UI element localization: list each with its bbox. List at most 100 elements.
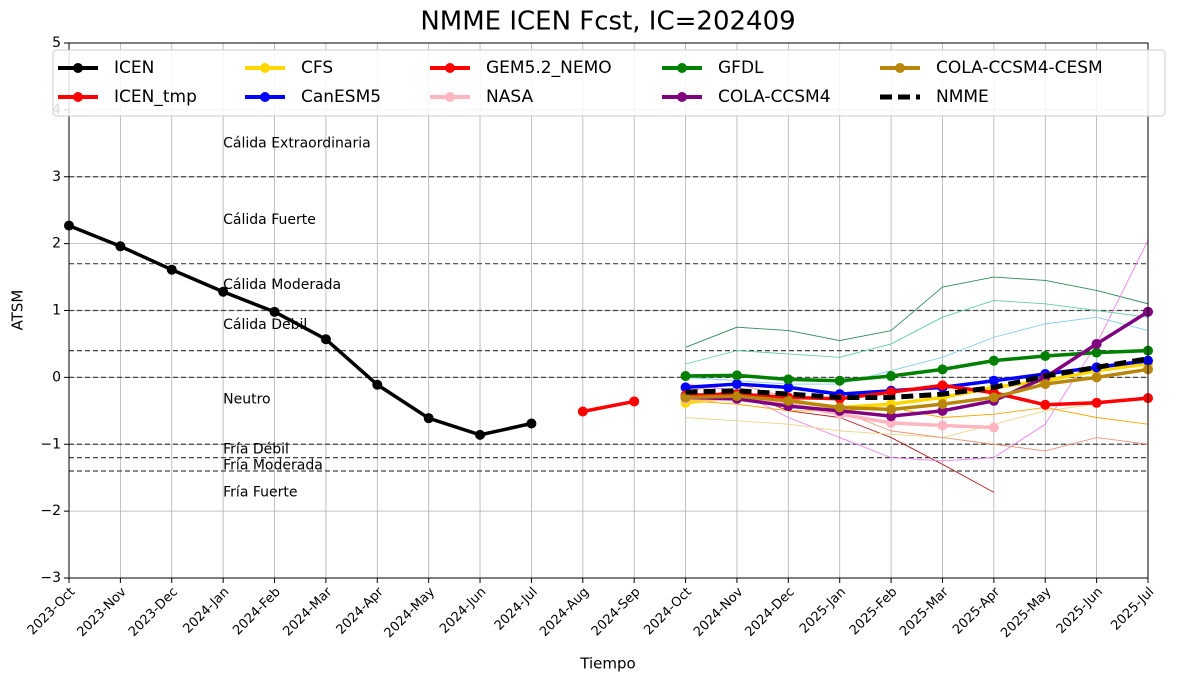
legend-label: NASA — [486, 87, 533, 107]
legend-marker — [445, 92, 455, 102]
legend-label: ICEN_tmp — [114, 87, 197, 107]
x-tick-label: 2025-Jun — [1054, 585, 1106, 637]
point — [680, 392, 691, 403]
chart-title: NMME ICEN Fcst, IC=202409 — [420, 7, 795, 37]
y-tick-label: 3 — [52, 169, 61, 185]
legend: ICEN ICEN_tmp CFS CanESM5 GEM5.2_NEMO NASA GFD… — [52, 49, 1166, 117]
point — [783, 374, 794, 385]
annotation: Fría Débil — [223, 442, 289, 458]
x-tick-label: 2024-Sep — [589, 585, 644, 640]
point — [988, 355, 999, 366]
series-line — [685, 276, 1149, 348]
annotation: Cálida Fuerte — [223, 212, 316, 228]
x-tick-label: 2024-Feb — [230, 585, 284, 639]
series-line — [685, 367, 1149, 412]
point — [1091, 338, 1102, 349]
x-tick-label: 2024-Oct — [641, 585, 694, 638]
x-tick-label: 2023-Nov — [74, 584, 129, 639]
point — [731, 370, 742, 381]
legend-label: CFS — [301, 58, 333, 78]
annotation: Cálida Moderada — [223, 277, 341, 293]
point — [526, 418, 537, 429]
legend-marker — [260, 63, 270, 73]
point — [988, 375, 999, 386]
annotation: Cálida Débil — [223, 317, 307, 333]
legend-label: GFDL — [718, 58, 764, 78]
series-line — [685, 396, 1149, 439]
point — [834, 402, 845, 413]
point — [886, 404, 897, 415]
point — [629, 396, 640, 407]
x-tick-label: 2025-Apr — [950, 584, 1003, 637]
x-tick-label: 2024-Dec — [743, 585, 798, 640]
legend-marker — [677, 92, 687, 102]
series-line — [685, 356, 1149, 400]
point — [577, 406, 588, 417]
x-axis-label: Tiempo — [579, 655, 635, 673]
legend-label: COLA-CCSM4 — [718, 87, 831, 107]
series-line — [685, 310, 1149, 418]
point — [372, 379, 383, 390]
series-line — [582, 399, 635, 414]
legend-marker — [260, 92, 270, 102]
annotation: Fría Fuerte — [223, 484, 297, 500]
y-tick-label: −3 — [40, 570, 61, 586]
legend-label: NMME — [936, 87, 989, 107]
series-line — [685, 316, 1149, 385]
point — [423, 413, 434, 424]
point — [886, 387, 897, 398]
x-tick-label: 2025-Jul — [1108, 585, 1157, 634]
point — [937, 420, 948, 431]
series-line — [685, 383, 1149, 407]
x-tick-label: 2024-Aug — [537, 585, 592, 640]
plot-frame — [68, 42, 1149, 579]
point — [1091, 347, 1102, 358]
point — [988, 392, 999, 403]
x-tick-label: 2024-Jul — [492, 585, 541, 634]
point — [731, 391, 742, 402]
point — [1040, 379, 1051, 390]
legend-marker — [895, 63, 905, 73]
legend-marker — [73, 92, 83, 102]
point — [1040, 399, 1051, 410]
x-tick-label: 2024-May — [382, 584, 439, 641]
point — [320, 334, 331, 345]
point — [269, 306, 280, 317]
series-line — [685, 300, 1149, 365]
y-tick-label: 1 — [52, 303, 61, 319]
x-tick-label: 2025-May — [998, 584, 1055, 641]
legend-label: GEM5.2_NEMO — [486, 58, 612, 78]
x-tick-label: 2024-Apr — [334, 584, 387, 637]
point — [1040, 350, 1051, 361]
legend-marker — [677, 63, 687, 73]
point — [475, 429, 486, 440]
legend-label: COLA-CCSM4-CESM — [936, 58, 1103, 78]
x-tick-label: 2024-Jan — [180, 585, 232, 637]
legend-marker — [445, 63, 455, 73]
x-tick-label: 2023-Oct — [25, 585, 78, 638]
point — [166, 264, 177, 275]
y-tick-label: 2 — [52, 236, 61, 252]
point — [218, 286, 229, 297]
series-line — [68, 223, 532, 437]
x-tick-label: 2025-Feb — [847, 585, 901, 639]
point — [783, 382, 794, 393]
y-axis-label: ATSM — [9, 290, 27, 331]
y-tick-label: −2 — [40, 503, 61, 519]
annotation: Fría Moderada — [223, 458, 323, 474]
x-tick-label: 2025-Mar — [897, 584, 952, 639]
point — [680, 371, 691, 382]
x-tick-label: 2023-Dec — [126, 585, 181, 640]
point — [988, 422, 999, 433]
x-tick-label: 2025-Jan — [797, 585, 849, 637]
y-tick-label: −1 — [40, 436, 61, 452]
point — [937, 364, 948, 375]
point — [937, 380, 948, 391]
point — [886, 371, 897, 382]
legend-marker — [73, 63, 83, 73]
legend-label: CanESM5 — [301, 87, 381, 107]
annotation: Cálida Extraordinaria — [223, 135, 371, 151]
point — [115, 241, 126, 252]
point — [1091, 372, 1102, 383]
